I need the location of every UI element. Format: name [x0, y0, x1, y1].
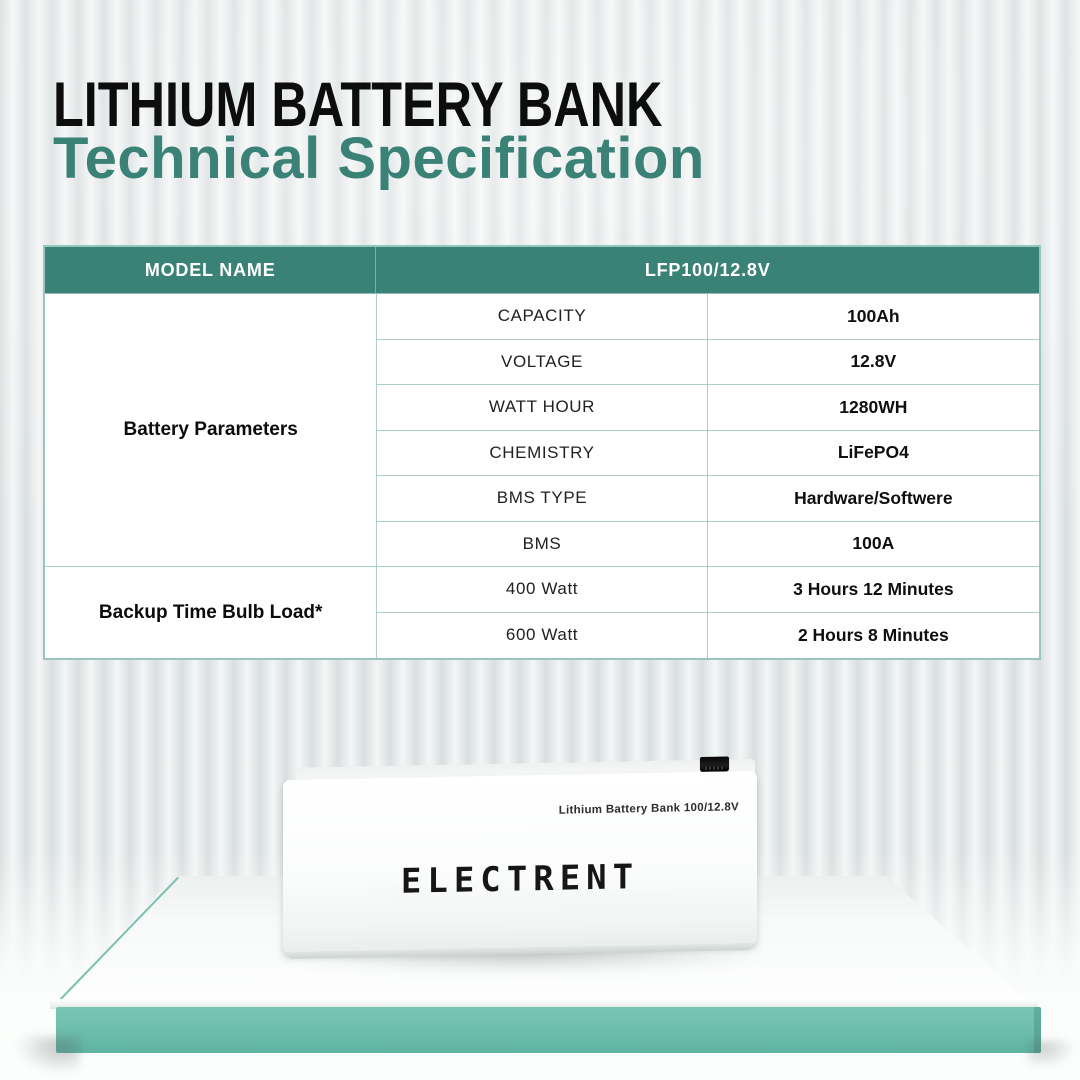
section-label-battery-parameters: Battery Parameters — [45, 294, 377, 567]
param-value: Hardware/Softwere — [707, 476, 1039, 522]
param-name: WATT HOUR — [376, 385, 708, 431]
param-name: BMS TYPE — [376, 476, 708, 522]
product-model-label: Lithium Battery Bank 100/12.8V — [558, 801, 739, 817]
table-header-model-value: LFP100/12.8V — [376, 247, 1039, 294]
param-name: VOLTAGE — [376, 339, 708, 385]
param-value: 3 Hours 12 Minutes — [707, 567, 1039, 613]
param-value: 12.8V — [707, 339, 1039, 385]
box-front-face: Lithium Battery Bank 100/12.8V ELECTRENT — [283, 770, 757, 954]
platform-shadow-right — [1028, 1040, 1076, 1068]
param-name: BMS — [376, 521, 708, 567]
poster-title-line2: Technical Specification — [53, 126, 705, 191]
spec-table: MODEL NAME LFP100/12.8V Battery Paramete… — [43, 245, 1041, 660]
param-value: LiFePO4 — [707, 430, 1039, 476]
platform-teal-front-band — [56, 1007, 1041, 1053]
poster-title-line1: LITHIUM BATTERY BANK — [53, 70, 663, 140]
param-name: 600 Watt — [376, 612, 708, 658]
battery-product-box: Lithium Battery Bank 100/12.8V ELECTRENT — [283, 756, 757, 960]
param-name: 400 Watt — [376, 567, 708, 613]
platform-front-lip — [50, 999, 1038, 1009]
table-header-model-name: MODEL NAME — [45, 247, 377, 294]
param-name: CAPACITY — [376, 294, 708, 340]
param-name: CHEMISTRY — [376, 430, 708, 476]
param-value: 100A — [707, 521, 1039, 567]
platform-shadow-left — [16, 1036, 80, 1074]
battery-port-icon — [700, 756, 729, 772]
param-value: 1280WH — [707, 385, 1039, 431]
param-value: 2 Hours 8 Minutes — [707, 612, 1039, 658]
param-value: 100Ah — [707, 294, 1039, 340]
brand-logo-text: ELECTRENT — [400, 857, 640, 902]
section-label-backup-time: Backup Time Bulb Load* — [45, 567, 377, 658]
